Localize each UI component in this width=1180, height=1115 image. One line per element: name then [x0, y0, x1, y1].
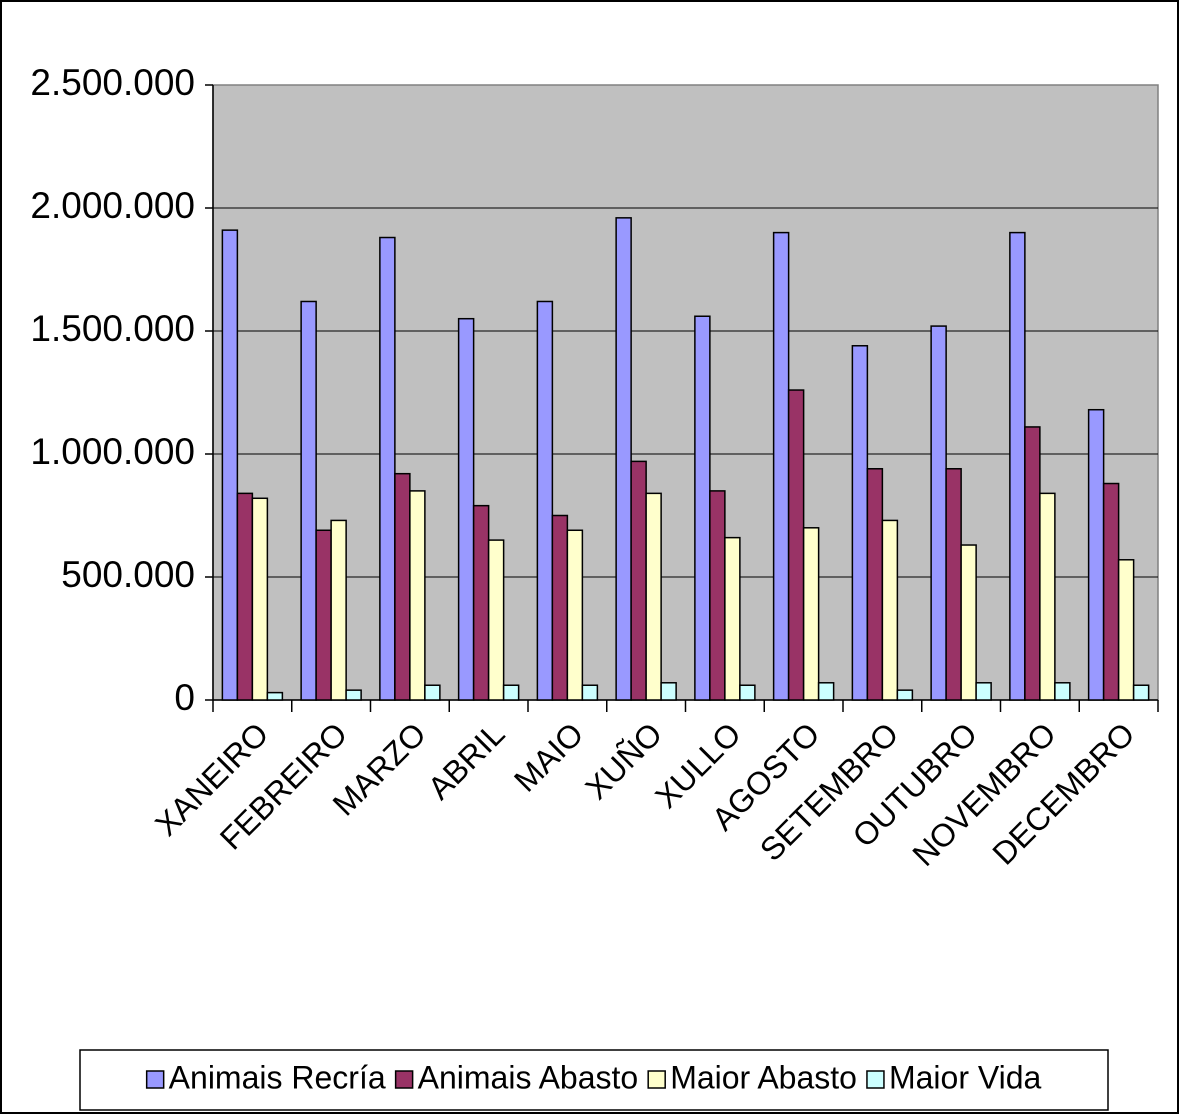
bar: [817, 682, 835, 701]
bar: [960, 544, 977, 701]
legend-label: Animais Abasto: [418, 1059, 639, 1095]
legend-swatch: [394, 1070, 414, 1089]
legend-label: Animais Recría: [169, 1059, 386, 1095]
bar: [851, 345, 869, 701]
bar: [536, 300, 554, 701]
bar: [251, 497, 269, 701]
legend-label: Maior Vida: [889, 1059, 1042, 1095]
bar: [615, 217, 632, 701]
bar: [1087, 408, 1105, 701]
legend: Animais Recría Animais Abasto Maior Abasto…: [145, 1059, 1042, 1095]
bar: [772, 231, 790, 701]
bar: [424, 684, 441, 701]
bar: [236, 492, 254, 701]
bar: [630, 460, 647, 701]
bar: [300, 300, 317, 701]
bar: [551, 514, 569, 701]
bar: [502, 684, 520, 701]
bar: [802, 527, 820, 701]
legend-label: Maior Abasto: [670, 1059, 857, 1095]
y-tick-label: 2.000.000: [30, 185, 195, 226]
bar: [487, 539, 505, 701]
y-tick-label: 2.500.000: [30, 62, 195, 103]
bar: [709, 490, 726, 701]
bar: [379, 236, 396, 701]
bar: [330, 519, 347, 701]
legend-box: [79, 1049, 1109, 1111]
bar: [315, 529, 332, 701]
bar: [787, 389, 805, 701]
bar: [581, 684, 599, 701]
bar: [409, 490, 426, 701]
bar: [645, 492, 662, 701]
y-tick-label: 1.000.000: [30, 431, 195, 472]
bar: [1132, 684, 1150, 701]
bar: [975, 682, 992, 701]
bar: [1117, 559, 1135, 701]
bar: [930, 325, 947, 701]
bar: [945, 468, 962, 701]
bar: [694, 315, 711, 701]
bar: [739, 684, 756, 701]
bar: [1009, 231, 1026, 701]
bar: [1102, 482, 1120, 701]
bar: [881, 519, 899, 701]
bar: [457, 317, 475, 701]
bar: [1039, 492, 1056, 701]
y-tick-label: 1.500.000: [30, 308, 195, 349]
bar: [566, 529, 584, 701]
legend-swatch: [866, 1070, 885, 1089]
bar: [266, 691, 284, 701]
bar: [394, 472, 411, 701]
y-tick-label: 500.000: [61, 554, 195, 595]
bar: [221, 229, 239, 701]
bar: [1054, 682, 1071, 701]
bar: [472, 504, 490, 701]
bar: [896, 689, 914, 701]
bar: [866, 468, 884, 701]
bar: [724, 536, 741, 701]
bar: [345, 689, 362, 701]
bar: [1024, 426, 1041, 701]
bar: [660, 682, 677, 701]
legend-swatch: [145, 1070, 165, 1089]
y-tick-label: 0: [174, 677, 195, 718]
legend-swatch: [647, 1070, 666, 1089]
plot-area: [212, 84, 1159, 701]
